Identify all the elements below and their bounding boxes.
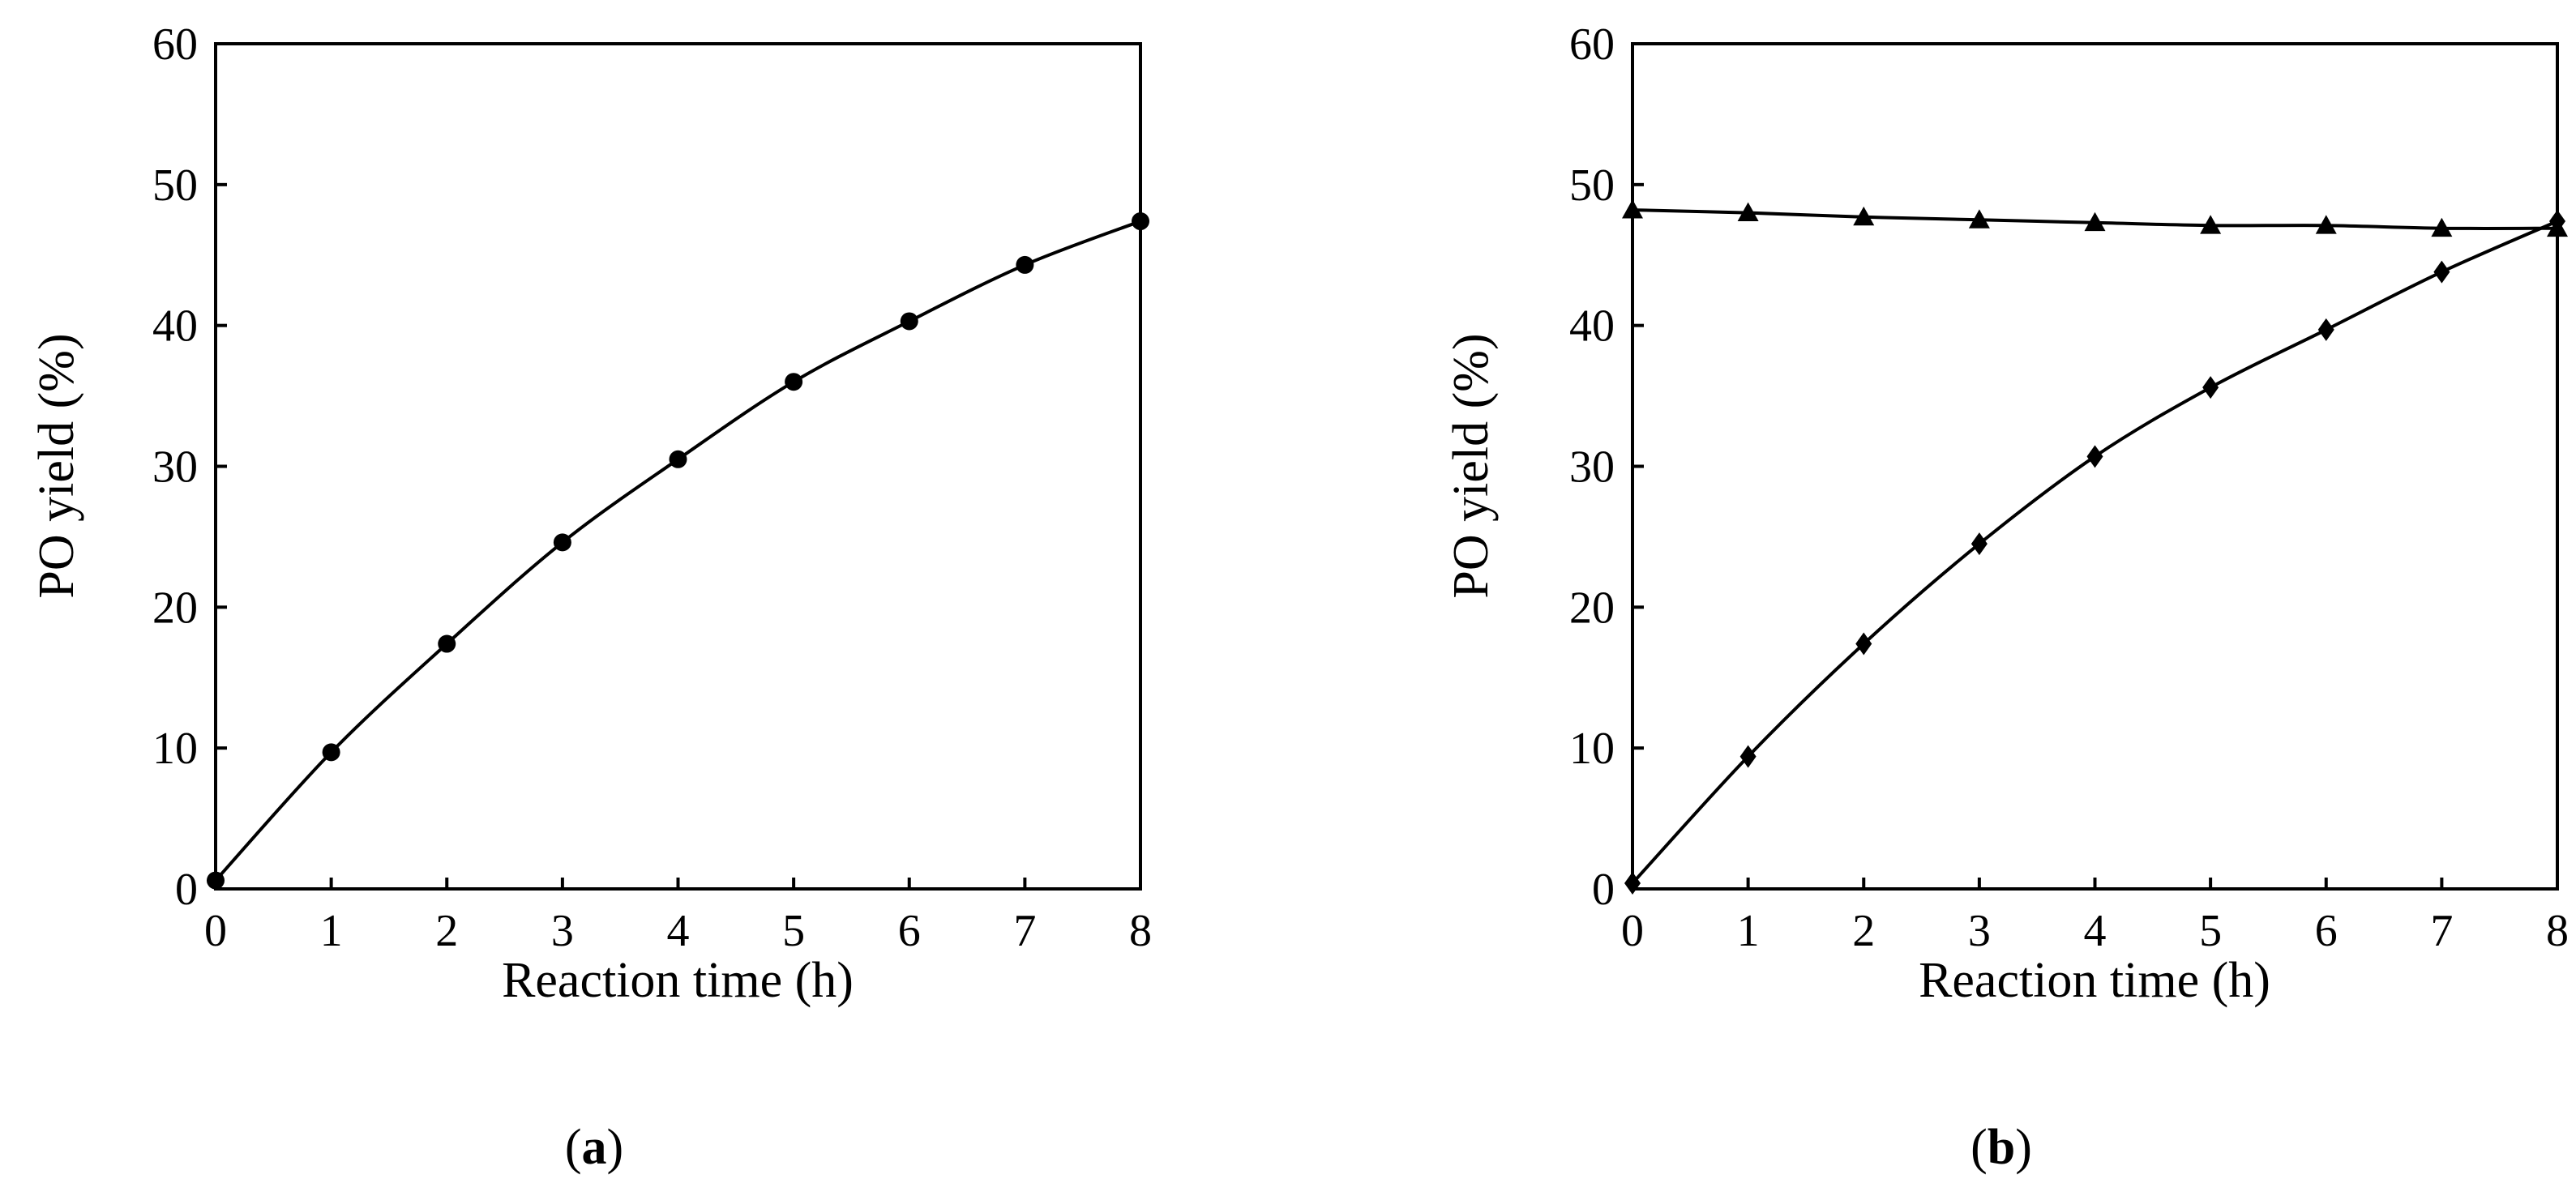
x-tick-label-a: 1 (320, 906, 343, 956)
diamond-data-point-b (1624, 872, 1641, 895)
x-tick-label-a: 8 (1129, 906, 1152, 956)
diamond-data-point-b (1739, 745, 1757, 768)
circle-series-line-a (214, 220, 1141, 882)
circle-data-point-a (553, 533, 571, 552)
x-axis-ticks-b: 0 1 2 3 4 5 6 7 8 (1621, 878, 2569, 956)
caption-letter-b: b (1988, 1120, 2015, 1175)
circle-data-point-a (438, 634, 456, 653)
diamond-data-point-b (2549, 210, 2565, 233)
circle-data-point-a (207, 871, 225, 890)
y-axis-ticks-a: 0 10 20 30 40 50 60 (152, 19, 227, 915)
x-tick-label-a: 6 (898, 906, 921, 956)
y-axis-label-a: PO yield (%) (29, 333, 84, 598)
triangle-data-point-b (2084, 211, 2106, 232)
x-axis-ticks-a: 0 1 2 3 4 5 6 7 8 (204, 878, 1152, 956)
x-tick-label-b: 3 (1968, 906, 1991, 956)
y-tick-label-a: 0 (175, 865, 198, 915)
caption-letter-a: a (582, 1120, 607, 1175)
series-layer-a (207, 212, 1149, 890)
x-axis-label-b: Reaction time (h) (1919, 953, 2270, 1008)
x-tick-label-a: 7 (1013, 906, 1036, 956)
diamond-series-line-b (1631, 220, 2558, 885)
y-tick-label-b: 0 (1592, 865, 1615, 915)
circle-data-point-a (669, 450, 687, 468)
diamond-data-point-b (2433, 260, 2450, 284)
circle-data-point-a (1132, 212, 1149, 231)
x-tick-label-a: 0 (204, 906, 227, 956)
x-tick-label-a: 2 (435, 906, 458, 956)
x-tick-label-a: 4 (667, 906, 690, 956)
x-tick-label-b: 4 (2084, 906, 2107, 956)
y-tick-label-a: 30 (152, 442, 198, 493)
circle-data-point-a (785, 373, 803, 391)
triangle-data-point-b (1622, 199, 1643, 219)
triangle-data-point-b (2200, 215, 2222, 234)
x-tick-label-b: 7 (2430, 906, 2453, 956)
triangle-data-point-b (2431, 217, 2453, 237)
panel-b: 0 10 20 30 40 50 60 0 1 2 3 4 5 6 7 8 Reaction time (h… (1444, 19, 2569, 1175)
y-tick-label-a: 20 (152, 583, 198, 633)
caption-close-paren-a: ) (607, 1120, 624, 1175)
x-tick-label-b: 6 (2315, 906, 2338, 956)
y-tick-label-b: 50 (1569, 160, 1615, 211)
y-tick-label-b: 20 (1569, 583, 1615, 633)
x-axis-label-a: Reaction time (h) (502, 953, 854, 1008)
x-tick-label-a: 5 (782, 906, 805, 956)
x-tick-label-b: 0 (1621, 906, 1644, 956)
diamond-data-point-b (2317, 318, 2334, 341)
diamond-data-point-b (1971, 532, 1988, 556)
triangle-data-point-b (1853, 206, 1875, 226)
caption-open-paren-a: ( (565, 1120, 582, 1175)
triangle-data-point-b (2315, 215, 2337, 234)
y-tick-label-b: 40 (1569, 301, 1615, 352)
triangle-data-point-b (1968, 209, 1990, 229)
y-axis-ticks-b: 0 10 20 30 40 50 60 (1569, 19, 1644, 915)
y-tick-label-b: 10 (1569, 724, 1615, 774)
panel-a: 0 10 20 30 40 50 60 0 1 2 3 4 5 6 7 8 Reaction time (h… (29, 19, 1152, 1175)
circle-data-point-a (1016, 255, 1034, 274)
caption-close-paren-b: ) (2015, 1120, 2032, 1175)
y-tick-label-b: 30 (1569, 442, 1615, 493)
y-tick-label-a: 60 (152, 19, 198, 70)
series-layer-b (1622, 199, 2568, 895)
triangle-data-point-b (1737, 202, 1759, 221)
x-tick-label-b: 2 (1852, 906, 1875, 956)
x-tick-label-a: 3 (551, 906, 574, 956)
diamond-data-point-b (2202, 376, 2219, 399)
x-tick-label-b: 1 (1737, 906, 1760, 956)
circle-data-point-a (900, 312, 918, 331)
panel-caption-b: (b) (1971, 1120, 2032, 1175)
caption-open-paren-b: ( (1971, 1120, 1988, 1175)
y-tick-label-b: 60 (1569, 19, 1615, 70)
y-tick-label-a: 50 (152, 160, 198, 211)
diamond-data-point-b (1855, 632, 1872, 656)
y-tick-label-a: 10 (152, 724, 198, 774)
panel-caption-a: (a) (565, 1120, 623, 1175)
x-tick-label-b: 5 (2199, 906, 2222, 956)
diamond-data-point-b (2086, 445, 2103, 468)
y-axis-label-b: PO yield (%) (1444, 333, 1499, 598)
y-tick-label-a: 40 (152, 301, 198, 352)
circle-data-point-a (322, 743, 340, 762)
x-tick-label-b: 8 (2546, 906, 2569, 956)
